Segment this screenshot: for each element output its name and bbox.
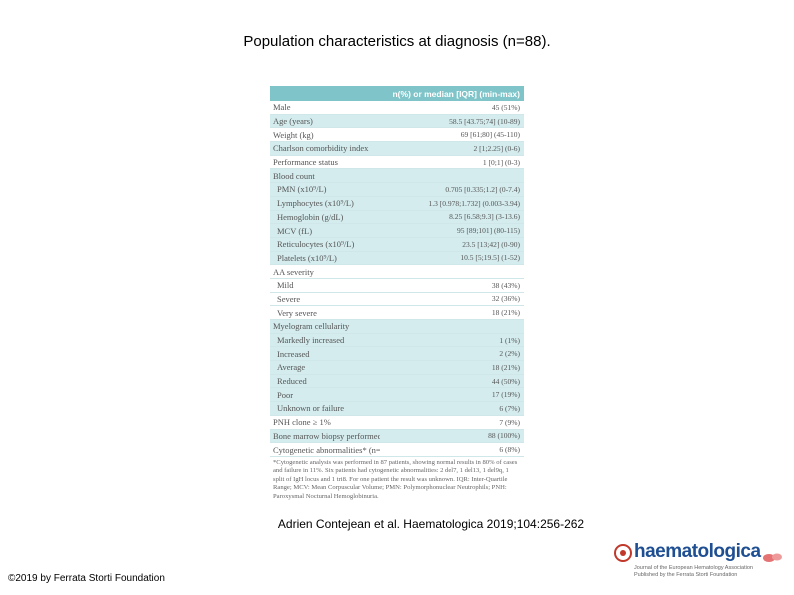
logo-wordmark: haematologica	[634, 541, 761, 562]
table-row: Severe 32 (36%)	[270, 293, 524, 307]
row-value: 38 (43%)	[491, 280, 520, 290]
logo-subtitle-2: Published by the Ferrata Storti Foundati…	[634, 572, 738, 578]
row-value: 6 (7%)	[499, 403, 520, 413]
row-label: Blood count	[273, 170, 315, 181]
row-label: Myelogram cellularity	[273, 321, 350, 332]
logo-subtitle-1: Journal of the European Hematology Assoc…	[634, 565, 753, 571]
table-row: Cytogenetic abnormalities* (n=78) 6 (8%)	[270, 443, 524, 457]
table-row: Reticulocytes (x10⁹/L) 23.5 [13;42] (0-90…	[270, 237, 524, 252]
row-label: Very severe	[277, 307, 317, 318]
row-value: 10.5 [5;19.5] (1-52)	[460, 253, 520, 263]
table-row: Blood count	[270, 169, 524, 184]
table-row: Weight (kg) 69 [61;80] (45-110)	[270, 128, 524, 143]
table-row: Average 18 (21%)	[270, 361, 524, 375]
table-row: Poor 17 (19%)	[270, 388, 524, 403]
row-value: 6 (8%)	[499, 445, 520, 455]
row-label: Charlson comorbidity index	[273, 143, 369, 154]
blood-cell-icon	[763, 553, 782, 562]
table-footnote: *Cytogenetic analysis was performed in 8…	[273, 458, 518, 500]
characteristics-table: n(%) or median [IQR] (min-max) Male 45 (5…	[270, 86, 524, 504]
journal-logo: haematologica Journal of the European He…	[612, 541, 787, 581]
table-header: n(%) or median [IQR] (min-max)	[270, 86, 524, 101]
table-row: Very severe 18 (21%)	[270, 306, 524, 320]
row-value: 45 (51%)	[491, 102, 520, 112]
row-label: Hemoglobin (g/dL)	[277, 211, 344, 222]
row-value: 17 (19%)	[491, 390, 520, 400]
table-row: MCV (fL) 95 [89;101] (80-115)	[270, 224, 524, 238]
row-value: 7 (9%)	[499, 417, 520, 427]
table-row: Male 45 (51%)	[270, 101, 524, 115]
row-label: Severe	[277, 293, 301, 304]
table-body: Male 45 (51%) Age (years) 58.5 [43.75;74] (…	[270, 101, 524, 457]
table-row: Unknown or failure 6 (7%)	[270, 402, 524, 416]
table-row: Increased 2 (2%)	[270, 347, 524, 362]
row-label: Unknown or failure	[277, 403, 345, 414]
row-value: 44 (50%)	[491, 376, 520, 386]
row-value: 95 [89;101] (80-115)	[456, 226, 520, 236]
table-row: Myelogram cellularity	[270, 320, 524, 334]
row-label: Cytogenetic abnormalities* (n=78)	[273, 444, 380, 455]
row-label: Increased	[277, 348, 310, 359]
row-value: 23.5 [13;42] (0-90)	[462, 239, 520, 249]
row-value: 1 [0;1] (0-3)	[482, 157, 520, 167]
row-value: 0.705 [0.335;1.2] (0-7.4)	[445, 184, 520, 194]
row-label: Average	[277, 362, 306, 373]
table-row: Platelets (x10⁹/L) 10.5 [5;19.5] (1-52)	[270, 251, 524, 266]
row-label: PNH clone ≥ 1%	[273, 417, 331, 428]
row-value: 88 (100%)	[488, 431, 520, 441]
table-row: Performance status 1 [0;1] (0-3)	[270, 156, 524, 170]
table-row: PNH clone ≥ 1% 7 (9%)	[270, 416, 524, 430]
row-value: 2 [1;2.25] (0-6)	[473, 143, 520, 153]
table-row: Lymphocytes (x10⁹/L) 1.3 [0.978;1.732] (0…	[270, 196, 524, 211]
row-value: 1 (1%)	[499, 335, 520, 345]
row-label: Performance status	[273, 157, 338, 168]
row-label: Mild	[277, 280, 294, 291]
copyright-notice: ©2019 by Ferrata Storti Foundation	[8, 573, 165, 584]
slide-title: Population characteristics at diagnosis …	[243, 33, 551, 50]
row-label: Lymphocytes (x10⁹/L)	[277, 198, 354, 209]
row-value: 69 [61;80] (45-110)	[460, 130, 520, 140]
row-label: Age (years)	[273, 116, 313, 127]
row-label: Platelets (x10⁹/L)	[277, 252, 337, 263]
table-row: PMN (x10⁹/L) 0.705 [0.335;1.2] (0-7.4)	[270, 183, 524, 197]
row-label: Reticulocytes (x10⁹/L)	[277, 239, 355, 250]
row-value: 32 (36%)	[491, 294, 520, 304]
table-row: Age (years) 58.5 [43.75;74] (10-89)	[270, 114, 524, 129]
row-label: Reduced	[277, 376, 307, 387]
citation: Adrien Contejean et al. Haematologica 20…	[277, 517, 585, 531]
table-row: Hemoglobin (g/dL) 8.25 [6.58;9.3] (3-13.6…	[270, 210, 524, 225]
row-label: Bone marrow biopsy performed	[273, 430, 380, 441]
haematologica-logo-icon	[614, 544, 632, 562]
row-label: Male	[273, 102, 291, 113]
row-label: AA severity	[273, 266, 314, 277]
row-value: 18 (21%)	[491, 308, 520, 318]
row-label: PMN (x10⁹/L)	[277, 184, 327, 195]
row-label: MCV (fL)	[277, 225, 313, 236]
table-row: Markedly increased 1 (1%)	[270, 333, 524, 348]
row-value: 8.25 [6.58;9.3] (3-13.6)	[449, 212, 520, 222]
table-row: Mild 38 (43%)	[270, 279, 524, 293]
row-value: 18 (21%)	[491, 362, 520, 372]
table-row: AA severity	[270, 265, 524, 279]
table-row: Bone marrow biopsy performed 88 (100%)	[270, 429, 524, 444]
row-value: 2 (2%)	[499, 349, 520, 359]
row-label: Poor	[277, 389, 294, 400]
row-label: Markedly increased	[277, 335, 345, 346]
table-row: Charlson comorbidity index 2 [1;2.25] (0-…	[270, 142, 524, 156]
row-value: 58.5 [43.75;74] (10-89)	[449, 116, 520, 126]
row-label: Weight (kg)	[273, 129, 314, 140]
row-value: 1.3 [0.978;1.732] (0.003-3.94)	[428, 198, 520, 208]
table-row: Reduced 44 (50%)	[270, 374, 524, 389]
